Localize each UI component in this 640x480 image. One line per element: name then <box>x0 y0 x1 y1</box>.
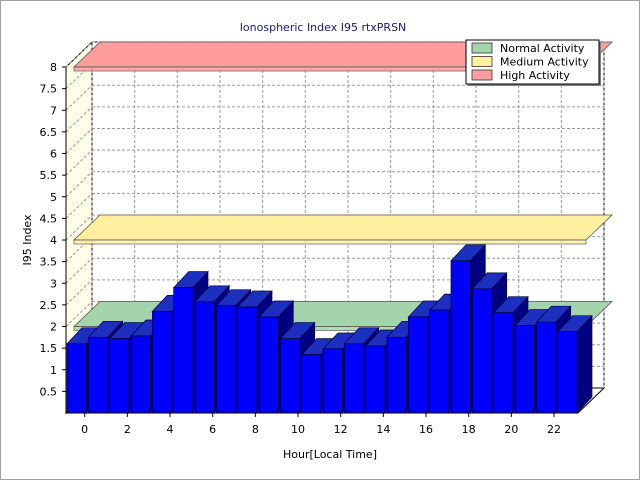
y-tick-label: 0.5 <box>40 385 58 398</box>
x-axis-label: Hour[Local Time] <box>283 448 377 461</box>
x-tick-label: 4 <box>167 423 174 436</box>
bar-front <box>322 348 343 414</box>
x-tick-label: 10 <box>291 423 305 436</box>
x-tick-label: 16 <box>419 423 433 436</box>
y-tick-label: 2.5 <box>40 299 58 312</box>
x-tick-label: 22 <box>547 423 561 436</box>
bar-front <box>258 316 279 414</box>
grid-line-wall <box>65 214 93 241</box>
bar-front <box>557 331 578 414</box>
bar-front <box>109 338 130 414</box>
grid-line-wall <box>65 301 93 327</box>
bar-front <box>343 343 365 414</box>
bar-front <box>407 316 429 414</box>
x-tick-label: 6 <box>209 423 216 436</box>
grid-line-wall <box>65 171 93 198</box>
y-tick-label: 2 <box>50 321 57 334</box>
legend-label: Normal Activity <box>500 42 585 55</box>
bar-front <box>493 312 514 414</box>
y-tick-label: 7 <box>50 104 57 117</box>
x-tick-label: 20 <box>504 423 518 436</box>
grid-line-wall <box>65 84 93 111</box>
bar-front <box>514 325 535 414</box>
grid-line-wall <box>65 257 93 284</box>
grid-line-wall <box>65 41 93 68</box>
grid-line-wall <box>65 193 93 219</box>
y-axis-label: I95 Index <box>21 214 34 266</box>
bar <box>556 314 593 414</box>
legend-swatch <box>471 69 493 81</box>
chart-title: Ionospheric Index I95 rtxPRSN <box>240 21 407 34</box>
x-tick-label: 18 <box>462 423 476 436</box>
grid-line-wall <box>65 128 93 154</box>
y-tick-label: 1 <box>50 364 57 377</box>
bar-front <box>450 260 471 414</box>
x-tick-label: 12 <box>334 423 348 436</box>
y-tick-label: 6 <box>50 148 57 161</box>
legend-swatch <box>471 42 493 54</box>
y-tick-label: 3 <box>50 277 57 290</box>
y-tick-label: 1.5 <box>40 342 58 355</box>
bar-front <box>279 338 301 414</box>
grid-line-wall <box>65 149 93 176</box>
bar-front <box>301 354 322 414</box>
y-tick-label: 4 <box>50 234 57 247</box>
bar-front <box>237 306 258 414</box>
bar-front <box>87 336 109 414</box>
x-tick-label: 8 <box>252 423 259 436</box>
bar-front <box>151 311 173 414</box>
bar-front <box>471 288 493 414</box>
y-tick-label: 3.5 <box>40 256 58 269</box>
bar-front <box>215 305 237 414</box>
bar-front <box>66 343 87 414</box>
threshold-band-edge <box>73 239 587 245</box>
legend-label: High Activity <box>500 69 570 82</box>
y-tick-label: 7.5 <box>40 83 58 96</box>
grid-line-wall <box>65 279 93 306</box>
x-tick-label: 0 <box>81 423 88 436</box>
bar-front <box>130 335 151 414</box>
bar-front <box>173 287 194 414</box>
legend-swatch <box>471 56 493 67</box>
bar-front <box>365 345 386 414</box>
x-tick-label: 14 <box>376 423 390 436</box>
bar-side <box>576 314 593 414</box>
y-tick-label: 5.5 <box>40 169 58 182</box>
bar-front <box>386 336 407 414</box>
grid-line-wall <box>65 106 93 133</box>
bar-front <box>429 309 450 414</box>
y-tick-label: 5 <box>50 191 57 204</box>
y-tick-label: 4.5 <box>40 212 58 225</box>
y-tick-label: 8 <box>50 61 57 74</box>
bar-front <box>194 301 215 414</box>
legend-label: Medium Activity <box>500 56 589 69</box>
threshold-band <box>73 214 613 241</box>
y-tick-label: 6.5 <box>40 126 58 139</box>
bar-front <box>535 321 557 414</box>
x-tick-label: 2 <box>124 423 131 436</box>
